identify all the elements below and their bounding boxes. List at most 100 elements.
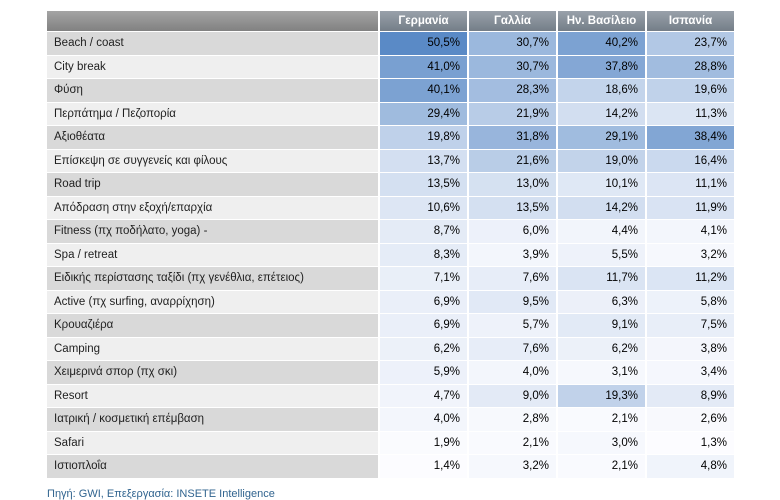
value-cell: 28,3% [469,79,556,102]
value-cell: 2,8% [469,408,556,431]
value-cell: 5,8% [647,290,734,313]
value-cell: 3,1% [558,361,645,384]
table-row: Επίσκεψη σε συγγενείς και φίλους 13,7% 21,… [47,149,734,172]
row-label: Κρουαζιέρα [47,314,378,337]
table-row: Spa / retreat 8,3% 3,9% 5,5% 3,2% [47,243,734,266]
value-cell: 40,2% [558,32,645,55]
row-label: Επίσκεψη σε συγγενείς και φίλους [47,149,378,172]
value-cell: 8,3% [380,243,467,266]
value-cell: 2,1% [558,408,645,431]
value-cell: 6,2% [380,337,467,360]
column-header-2: Ην. Βασίλειο [558,11,645,31]
table-row: Beach / coast 50,5% 30,7% 40,2% 23,7% [47,32,734,55]
value-cell: 13,5% [380,173,467,196]
value-cell: 40,1% [380,79,467,102]
value-cell: 4,0% [469,361,556,384]
value-cell: 6,3% [558,290,645,313]
row-label: Spa / retreat [47,243,378,266]
value-cell: 41,0% [380,55,467,78]
value-cell: 5,9% [380,361,467,384]
value-cell: 31,8% [469,126,556,149]
row-label: Fitness (πχ ποδήλατο, yoga) - [47,220,378,243]
value-cell: 3,2% [469,455,556,478]
value-cell: 9,5% [469,290,556,313]
value-cell: 11,7% [558,267,645,290]
value-cell: 4,1% [647,220,734,243]
value-cell: 30,7% [469,55,556,78]
value-cell: 7,5% [647,314,734,337]
value-cell: 7,6% [469,337,556,360]
table-row: Active (πχ surfing, αναρρίχηση) 6,9% 9,5% 6… [47,290,734,313]
table-header: Γερμανία Γαλλία Ην. Βασίλειο Ισπανία [47,11,734,31]
value-cell: 16,4% [647,149,734,172]
row-label: Χειμερινά σπορ (πχ σκι) [47,361,378,384]
value-cell: 19,8% [380,126,467,149]
table-row: Ιστιοπλοΐα 1,4% 3,2% 2,1% 4,8% [47,455,734,478]
row-label: Safari [47,431,378,454]
value-cell: 19,0% [558,149,645,172]
table-row: Safari 1,9% 2,1% 3,0% 1,3% [47,431,734,454]
row-label: Αξιοθέατα [47,126,378,149]
value-cell: 11,1% [647,173,734,196]
value-cell: 4,8% [647,455,734,478]
value-cell: 10,6% [380,196,467,219]
value-cell: 38,4% [647,126,734,149]
column-header-1: Γαλλία [469,11,556,31]
value-cell: 13,0% [469,173,556,196]
value-cell: 37,8% [558,55,645,78]
row-label: Active (πχ surfing, αναρρίχηση) [47,290,378,313]
value-cell: 19,3% [558,384,645,407]
value-cell: 2,1% [558,455,645,478]
row-label: Beach / coast [47,32,378,55]
table-row: Fitness (πχ ποδήλατο, yoga) -8,7% 6,0% 4,4… [47,220,734,243]
table-row: Αξιοθέατα 19,8% 31,8% 29,1% 38,4% [47,126,734,149]
value-cell: 14,2% [558,102,645,125]
value-cell: 19,6% [647,79,734,102]
table-row: Χειμερινά σπορ (πχ σκι) 5,9% 4,0% 3,1% 3,4% [47,361,734,384]
table-row: City break 41,0% 30,7% 37,8% 28,8% [47,55,734,78]
table-row: Κρουαζιέρα 6,9% 5,7% 9,1% 7,5% [47,314,734,337]
value-cell: 13,7% [380,149,467,172]
value-cell: 4,0% [380,408,467,431]
table-row: Ειδικής περίστασης ταξίδι (πχ γενέθλια, … [47,267,734,290]
value-cell: 3,8% [647,337,734,360]
value-cell: 30,7% [469,32,556,55]
value-cell: 2,6% [647,408,734,431]
value-cell: 6,9% [380,314,467,337]
value-cell: 3,9% [469,243,556,266]
value-cell: 11,2% [647,267,734,290]
table-row: Resort 4,7% 9,0% 19,3% 8,9% [47,384,734,407]
value-cell: 21,9% [469,102,556,125]
value-cell: 11,3% [647,102,734,125]
row-label: Road trip [47,173,378,196]
table-row: Φύση 40,1% 28,3% 18,6% 19,6% [47,79,734,102]
row-label: Φύση [47,79,378,102]
value-cell: 8,9% [647,384,734,407]
value-cell: 9,1% [558,314,645,337]
corner-header-cell [47,11,378,31]
row-label: Περπάτημα / Πεζοπορία [47,102,378,125]
source-note: Πηγή: GWI, Επεξεργασία: INSETE Intellige… [47,487,275,500]
value-cell: 21,6% [469,149,556,172]
table-body: Beach / coast 50,5% 30,7% 40,2% 23,7% City br… [47,32,734,478]
value-cell: 1,9% [380,431,467,454]
row-label: Απόδραση στην εξοχή/επαρχία [47,196,378,219]
travel-preferences-table: Γερμανία Γαλλία Ην. Βασίλειο Ισπανία Beach … [45,10,736,479]
value-cell: 4,7% [380,384,467,407]
value-cell: 14,2% [558,196,645,219]
value-cell: 1,3% [647,431,734,454]
value-cell: 13,5% [469,196,556,219]
value-cell: 11,9% [647,196,734,219]
value-cell: 5,5% [558,243,645,266]
header-row: Γερμανία Γαλλία Ην. Βασίλειο Ισπανία [47,11,734,31]
value-cell: 50,5% [380,32,467,55]
value-cell: 5,7% [469,314,556,337]
value-cell: 28,8% [647,55,734,78]
value-cell: 7,6% [469,267,556,290]
table-row: Ιατρική / κοσμετική επέμβαση 4,0% 2,8% 2,1%… [47,408,734,431]
value-cell: 23,7% [647,32,734,55]
column-header-0: Γερμανία [380,11,467,31]
value-cell: 4,4% [558,220,645,243]
row-label: Resort [47,384,378,407]
value-cell: 2,1% [469,431,556,454]
